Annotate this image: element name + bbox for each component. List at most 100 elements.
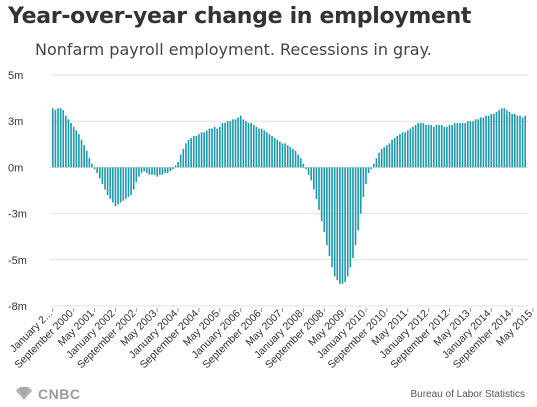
bar — [125, 167, 127, 199]
bar — [524, 115, 527, 168]
bar — [190, 137, 192, 168]
bar — [396, 135, 399, 168]
bar — [349, 167, 352, 268]
bar — [143, 167, 145, 172]
bar — [255, 126, 258, 168]
bar — [453, 123, 456, 168]
bar — [312, 167, 315, 190]
bar — [286, 145, 289, 168]
bar — [138, 167, 140, 177]
bar — [305, 167, 307, 170]
bar — [310, 167, 312, 181]
bar — [174, 165, 177, 168]
bar — [469, 121, 472, 168]
bar — [521, 117, 524, 168]
bar — [490, 113, 493, 168]
bar — [352, 167, 354, 258]
bar — [495, 111, 498, 168]
bar — [464, 123, 466, 168]
bar — [75, 130, 78, 168]
bar — [169, 167, 172, 172]
bar — [260, 128, 263, 168]
bar — [482, 117, 485, 168]
y-tick-label: 3m — [8, 116, 23, 128]
bar — [161, 167, 164, 175]
bar — [239, 115, 242, 168]
bar — [388, 143, 391, 168]
bar — [328, 167, 331, 257]
bar — [284, 143, 286, 168]
bar — [386, 145, 388, 168]
bar — [242, 119, 245, 168]
bar — [237, 117, 239, 168]
bar — [166, 167, 169, 173]
bar — [333, 167, 336, 277]
bar — [279, 141, 281, 168]
bar — [414, 124, 417, 168]
bar — [297, 154, 299, 168]
bar — [266, 132, 268, 168]
bar — [404, 132, 406, 168]
bar — [85, 150, 88, 168]
bar — [370, 167, 373, 170]
bar — [331, 167, 333, 268]
bar — [500, 108, 503, 168]
bar — [380, 148, 383, 168]
bar — [185, 143, 187, 168]
bar — [96, 167, 98, 173]
bar — [393, 137, 396, 168]
bar — [344, 167, 346, 282]
bar — [448, 124, 451, 168]
bar — [373, 163, 375, 168]
bar — [101, 167, 104, 185]
bar — [195, 135, 198, 168]
bar — [117, 167, 119, 205]
bars — [52, 108, 527, 284]
bar — [67, 119, 70, 168]
bar — [401, 132, 404, 168]
bar — [164, 167, 166, 173]
bar — [341, 167, 344, 284]
logo-text: CNBC — [38, 386, 81, 402]
bar — [211, 128, 213, 168]
bar — [252, 124, 255, 168]
bar — [362, 167, 365, 197]
bar — [359, 167, 362, 214]
bar — [435, 124, 438, 168]
bar — [109, 167, 112, 199]
bar — [153, 167, 156, 175]
bar — [78, 134, 80, 168]
bar — [192, 135, 195, 168]
bar — [187, 139, 190, 168]
bar — [294, 150, 297, 168]
bar — [258, 128, 260, 168]
bar — [354, 167, 357, 246]
bar — [140, 167, 143, 173]
bar — [127, 167, 130, 197]
bar — [289, 147, 292, 168]
bar — [472, 121, 474, 168]
chart-title: Year-over-year change in employment — [8, 4, 472, 29]
bar — [519, 115, 521, 168]
bar — [65, 115, 67, 168]
bar — [273, 137, 276, 168]
chart-subtitle: Nonfarm payroll employment. Recessions i… — [35, 40, 432, 59]
bar — [245, 121, 247, 168]
y-tick-label: 0m — [8, 162, 23, 174]
bar — [307, 167, 310, 175]
bar — [122, 167, 125, 201]
bar — [443, 126, 446, 168]
y-axis-ticks: 5m 3m 0m -3m -5m -8m — [8, 70, 27, 313]
bar — [263, 130, 266, 168]
bar — [271, 135, 273, 168]
bar — [383, 147, 386, 168]
bar — [292, 148, 294, 168]
bar — [104, 167, 106, 190]
bar — [268, 134, 271, 168]
source-note: Bureau of Labor Statistics — [410, 389, 525, 400]
bar — [511, 113, 513, 168]
bar — [409, 128, 412, 168]
bar — [114, 167, 117, 207]
bar — [440, 124, 443, 168]
bar — [367, 167, 370, 173]
